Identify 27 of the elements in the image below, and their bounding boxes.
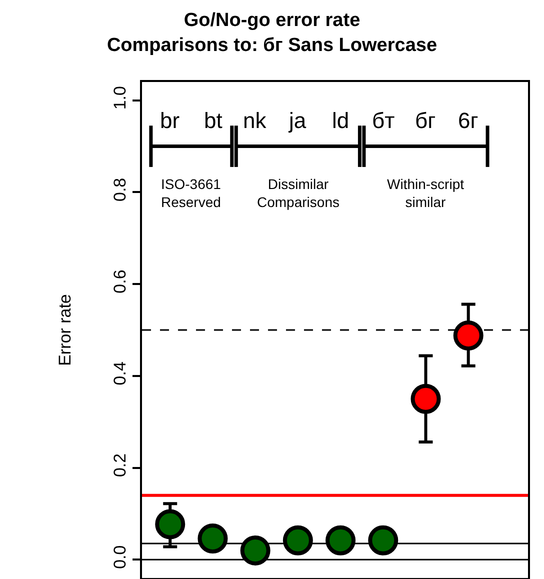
y-tick-label: 1.0 [110,86,130,110]
point [368,525,398,556]
x-tick-label: ja [288,108,307,133]
y-tick-label: 0.0 [110,545,130,569]
x-tick-label: 6г [458,108,478,133]
point [155,509,186,540]
x-tick-label: br [160,108,180,133]
point [198,524,228,554]
point [326,525,356,556]
point [453,320,484,350]
y-tick-label: 0.2 [110,453,130,478]
x-tick-label: бт [372,108,395,133]
x-tick-label: bt [204,108,222,133]
y-tick-label: 0.6 [110,270,130,294]
x-tick-label: nk [243,108,268,133]
point [410,384,441,414]
point [282,525,313,556]
annotation: Within-script similar [387,176,464,210]
chart-title: Go/No-go error rate Comparisons to: бг Sans Lowercase [106,10,438,56]
x-tick-label: ld [332,108,350,133]
y-axis-title: Error rate [56,294,74,366]
y-tick-label: 0.4 [110,362,130,386]
point [240,535,270,566]
annotation: ISO-3661 Reserved [161,176,222,210]
x-tick-label: бг [415,108,436,133]
y-tick-label: 0.8 [110,178,130,202]
annotation: Dissimilar Comparisons [257,176,340,210]
